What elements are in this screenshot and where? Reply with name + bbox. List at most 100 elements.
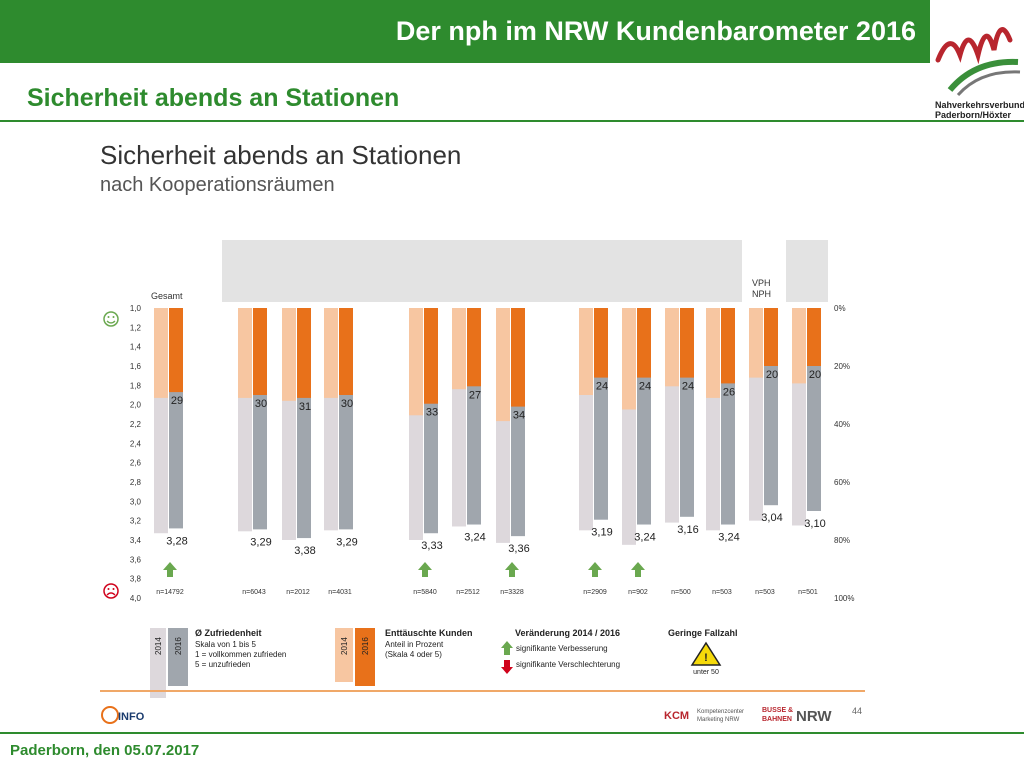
bar-disappointed-2014 <box>154 308 168 398</box>
bar-disappointed-2016 <box>594 308 608 378</box>
disappointed-data-label: 20 <box>809 369 821 381</box>
right-tick-label: 40% <box>834 420 850 429</box>
logo-line-1: Nahverkehrsverbund <box>935 100 1024 110</box>
kcm-logo-line: Marketing NRW <box>697 717 740 723</box>
bar-disappointed-2016 <box>764 308 778 366</box>
satisfaction-data-label: 3,16 <box>677 524 698 536</box>
bar-disappointed-2014 <box>238 308 252 398</box>
legend-up-arrow-icon <box>501 641 513 655</box>
kcm-logo-mark: KCM <box>664 710 689 722</box>
satisfaction-data-label: 3,04 <box>761 512 782 524</box>
page-number: 44 <box>852 706 863 716</box>
left-tick-label: 3,0 <box>130 497 142 506</box>
bar-disappointed-2014 <box>706 308 720 398</box>
sample-size-label: n=6043 <box>242 589 266 596</box>
bar-disappointed-2014 <box>324 308 338 398</box>
right-tick-label: 60% <box>834 478 850 487</box>
sample-size-label: n=503 <box>712 589 732 596</box>
bar-disappointed-2016 <box>424 308 438 404</box>
sample-size-label: n=500 <box>671 589 691 596</box>
footer-text: Paderborn, den 05.07.2017 <box>10 742 200 759</box>
sample-size-label: n=2909 <box>583 589 607 596</box>
slide-title: Sicherheit abends an Stationen <box>100 140 462 170</box>
happy-face-mouth <box>106 320 116 324</box>
satisfaction-data-label: 3,29 <box>336 536 357 548</box>
info-logo-icon <box>101 706 119 724</box>
info-logo-text: INFO <box>118 711 145 723</box>
left-tick-label: 3,2 <box>130 517 142 526</box>
satisfaction-data-label: 3,10 <box>804 518 825 530</box>
legend-year-2014: 2014 <box>154 637 163 655</box>
legend-change-up: signifikante Verbesserung <box>516 644 608 653</box>
improvement-arrow-icon <box>163 562 177 577</box>
left-tick-label: 3,4 <box>130 536 142 545</box>
legend-grey-2014 <box>150 628 166 698</box>
left-tick-label: 1,2 <box>130 323 142 332</box>
disappointed-data-label: 30 <box>341 398 353 410</box>
legend-sat-title: Ø Zufriedenheit <box>195 628 262 638</box>
bar-disappointed-2016 <box>511 308 525 407</box>
satisfaction-data-label: 3,19 <box>591 527 612 539</box>
left-tick-label: 1,0 <box>130 304 142 313</box>
legend-dis-line: Anteil in Prozent <box>385 640 444 649</box>
sample-size-label: n=3328 <box>500 589 524 596</box>
satisfaction-data-label: 3,29 <box>250 536 271 548</box>
bar-disappointed-2014 <box>282 308 296 401</box>
legend-dis-line: (Skala 4 oder 5) <box>385 650 442 659</box>
left-tick-label: 4,0 <box>130 594 142 603</box>
bar-disappointed-2014 <box>622 308 636 410</box>
legend-sat-line: 5 = unzufrieden <box>195 660 250 669</box>
bb-logo-line: BUSSE & <box>762 707 793 714</box>
legend-sat-line: Skala von 1 bis 5 <box>195 640 256 649</box>
disappointed-data-label: 24 <box>639 381 651 393</box>
bar-disappointed-2016 <box>721 308 735 384</box>
region-label: VPH <box>752 278 771 288</box>
left-tick-label: 2,4 <box>130 439 142 448</box>
bar-disappointed-2016 <box>169 308 183 393</box>
legend-year-2014: 2014 <box>340 637 349 655</box>
bar-disappointed-2016 <box>339 308 353 395</box>
left-tick-label: 1,6 <box>130 362 142 371</box>
logo-caption: Nahverkehrsverbund Paderborn/Höxter <box>935 100 1024 120</box>
bar-disappointed-2014 <box>792 308 806 384</box>
bar-disappointed-2014 <box>452 308 466 390</box>
bar-disappointed-2016 <box>807 308 821 366</box>
disappointed-data-label: 31 <box>299 401 311 413</box>
sad-face-eye <box>112 588 115 590</box>
satisfaction-data-label: 3,24 <box>718 532 739 544</box>
legend-small-title: Geringe Fallzahl <box>668 628 738 638</box>
region-label: NPH <box>752 289 771 299</box>
satisfaction-data-label: 3,24 <box>464 532 485 544</box>
header-rule <box>0 120 1024 122</box>
improvement-arrow-icon <box>418 562 432 577</box>
disappointed-data-label: 29 <box>171 395 183 407</box>
legend-dis-title: Enttäuschte Kunden <box>385 628 473 638</box>
bar-disappointed-2016 <box>637 308 651 378</box>
happy-face-eye <box>107 316 110 318</box>
sample-size-label: n=2012 <box>286 589 310 596</box>
bar-disappointed-2016 <box>297 308 311 398</box>
sample-size-label: n=4031 <box>328 589 352 596</box>
footer-rule <box>0 732 1024 734</box>
region-header-box <box>222 240 742 302</box>
header-bar: Der nph im NRW Kundenbarometer 2016 <box>0 0 930 63</box>
improvement-arrow-icon <box>631 562 645 577</box>
bar-disappointed-2014 <box>409 308 423 416</box>
satisfaction-data-label: 3,24 <box>634 532 655 544</box>
legend-year-2016: 2016 <box>174 637 183 655</box>
legend-orange-2014 <box>335 628 353 682</box>
improvement-arrow-icon <box>588 562 602 577</box>
bb-logo-line: BAHNEN <box>762 716 792 723</box>
slide-separator <box>100 690 865 692</box>
page-subtitle: Sicherheit abends an Stationen <box>27 84 400 112</box>
sad-face-mouth <box>106 592 116 596</box>
warning-icon-mark: ! <box>704 652 708 664</box>
left-tick-label: 3,6 <box>130 555 142 564</box>
left-tick-label: 3,8 <box>130 575 142 584</box>
nph-logo <box>930 0 1024 120</box>
kcm-logo-line: Kompetenzcenter <box>697 709 744 715</box>
bar-disappointed-2014 <box>665 308 679 387</box>
satisfaction-data-label: 3,36 <box>508 543 529 555</box>
legend-change-down: signifikante Verschlechterung <box>516 660 620 669</box>
